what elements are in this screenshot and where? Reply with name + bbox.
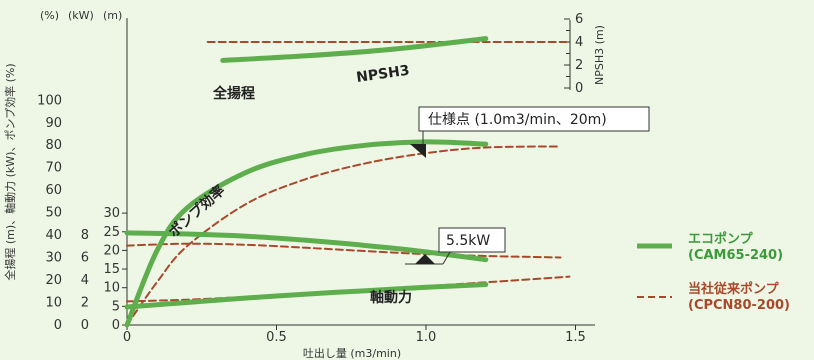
eco-npsh3-curve (220, 36, 489, 63)
unit-m: (m) (103, 9, 122, 22)
legend-eco-name: エコポンプ (688, 231, 754, 247)
y-pct-tick-label: 60 (45, 183, 62, 198)
y-pct-tick-label: 40 (45, 228, 62, 243)
eco-efficiency-curve (124, 139, 489, 328)
legend-eco-model: (CAM65-240) (688, 248, 783, 263)
y-m-tick-label: 30 (103, 206, 120, 221)
y-pct-tick-label: 30 (45, 251, 62, 266)
y-pct-tick-label: 100 (37, 93, 62, 108)
legend-old-name: 当社従来ポンプ (688, 281, 780, 297)
x-tick-label: 1.0 (416, 330, 437, 345)
y-kw-tick-label: 4 (81, 273, 89, 288)
y-m-tick-label: 5 (112, 299, 120, 314)
y-m-tick-label: 10 (103, 281, 120, 296)
npsh-curve-label: NPSH3 (355, 63, 410, 86)
y-m-tick-label: 25 (103, 225, 120, 240)
x-tick-label: 0 (123, 330, 131, 345)
old-power-curve (126, 275, 571, 303)
power-callout: 5.5kW (405, 227, 506, 265)
power-callout-marker (415, 254, 435, 264)
npsh-tick-label: 6 (575, 12, 583, 27)
legend: エコポンプ (CAM65-240) 当社従来ポンプ (CPCN80-200) (637, 231, 790, 313)
x-tick-label: 0.5 (266, 330, 287, 345)
y-m-tick-label: 15 (103, 262, 120, 277)
x-axis-title: 吐出し量 (m3/min) (303, 346, 401, 360)
legend-old-model: (CPCN80-200) (688, 298, 790, 313)
npsh-tick-label: 0 (575, 81, 583, 96)
y-kw-tick-label: 6 (81, 251, 89, 266)
power-callout-leader-diag (442, 251, 451, 265)
y-kw-tick-label: 8 (81, 228, 89, 243)
spec-point-callout: 仕様点 (1.0m3/min、20m) (410, 106, 650, 158)
eco-power-curve (124, 282, 489, 310)
npsh-axis-label: NPSH3 (m) (593, 25, 606, 85)
y-kw-tick-label: 2 (81, 296, 89, 311)
y-m-tick-label: 20 (103, 243, 120, 258)
power-callout-box (438, 227, 506, 253)
spec-point-box (418, 106, 650, 132)
y-pct-tick-label: 0 (54, 318, 62, 333)
y-pct-tick-label: 50 (45, 206, 62, 221)
old-head-curve (126, 242, 562, 259)
spec-point-marker (410, 144, 426, 158)
y-pct-tick-label: 90 (45, 116, 62, 131)
npsh-tick-label: 4 (575, 35, 583, 50)
y-pct-tick-label: 20 (45, 273, 62, 288)
y-m-tick-label: 0 (112, 318, 120, 333)
y-pct-tick-label: 80 (45, 138, 62, 153)
y-axis-title: 全揚程 (m)、軸動力 (kW)、ポンプ効率 (%) (3, 63, 17, 280)
npsh-tick-label: 2 (575, 58, 583, 73)
head-curve-label: 全揚程 (212, 85, 255, 102)
y-pct-tick-label: 10 (45, 296, 62, 311)
y-pct-tick-label: 70 (45, 161, 62, 176)
y-kw-tick-label: 0 (81, 318, 89, 333)
x-tick-label: 1.5 (565, 330, 586, 345)
power-curve-label: 軸動力 (370, 289, 412, 306)
unit-kw: (kW) (68, 9, 94, 22)
eco-head-curve (124, 230, 489, 263)
unit-pct: (%) (40, 9, 59, 22)
power-callout-label: 5.5kW (446, 233, 490, 249)
spec-point-label: 仕様点 (1.0m3/min、20m) (428, 112, 607, 128)
old-efficiency-curve (126, 145, 562, 326)
